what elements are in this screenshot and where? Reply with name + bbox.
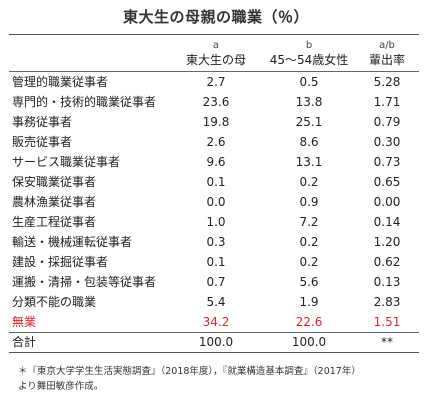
table-body: 管理的職業従事者 2.7 0.5 5.28 専門的・技術的職業従事者 23.6 13.8 1.… (9, 72, 419, 332)
table-row: 管理的職業従事者 2.7 0.5 5.28 (9, 72, 419, 92)
cell-b: 25.1 (295, 115, 323, 129)
col-b-header: b 45～54歳女性 (260, 39, 358, 67)
cell-b: 5.6 (299, 275, 319, 289)
row-label: 保安職業従事者 (12, 175, 97, 189)
cell-b: 0.9 (299, 195, 319, 209)
cell-b: 22.6 (295, 315, 323, 329)
cell-r: ** (381, 335, 393, 349)
cell-b: 0.2 (299, 235, 319, 249)
source-note: ＊『東京大学学生生活実態調査』（2018年度），『就業構造基本調査』（2017年… (18, 364, 361, 394)
row-label: 農林漁業従事者 (12, 195, 97, 209)
row-label: 管理的職業従事者 (12, 75, 109, 89)
row-label: 無業 (12, 315, 37, 329)
row-label: 分類不能の職業 (12, 295, 97, 309)
row-label: 運搬・清掃・包装等従事者 (12, 275, 157, 289)
row-label: 合計 (12, 335, 37, 349)
table-title: 東大生の母親の職業（％） (122, 8, 309, 26)
cell-r: 0.62 (373, 255, 401, 269)
col-b-label: 45～54歳女性 (269, 53, 349, 67)
cell-r: 0.13 (373, 275, 401, 289)
cell-b: 7.2 (299, 215, 319, 229)
cell-a: 0.1 (206, 175, 226, 189)
table-row: 生産工程従事者 1.0 7.2 0.14 (9, 212, 419, 232)
occupation-table: a 東大生の母 b 45～54歳女性 a/b 輩出率 管理的職業従事者 2.7 0.… (9, 34, 419, 353)
cell-a: 1.0 (206, 215, 226, 229)
cell-b: 0.5 (299, 75, 319, 89)
col-b-letter: b (305, 40, 313, 51)
cell-b: 8.6 (299, 135, 319, 149)
cell-a: 23.6 (202, 95, 230, 109)
cell-r: 0.65 (373, 175, 401, 189)
table-row-total: 合計 100.0 100.0 ** (9, 332, 419, 353)
table-row: サービス職業従事者 9.6 13.1 0.73 (9, 152, 419, 172)
cell-r: 1.71 (373, 95, 401, 109)
table-row: 販売従事者 2.6 8.6 0.30 (9, 132, 419, 152)
cell-a: 0.1 (206, 255, 226, 269)
cell-b: 13.8 (295, 95, 323, 109)
table-row: 事務従事者 19.8 25.1 0.79 (9, 112, 419, 132)
col-r-label: 輩出率 (368, 53, 405, 67)
cell-a: 0.3 (206, 235, 226, 249)
cell-a: 2.7 (206, 75, 226, 89)
cell-b: 0.2 (299, 175, 319, 189)
cell-r: 1.51 (373, 315, 401, 329)
table-row: 専門的・技術的職業従事者 23.6 13.8 1.71 (9, 92, 419, 112)
row-label: 建設・採掘従事者 (12, 255, 109, 269)
cell-r: 0.00 (373, 195, 401, 209)
table-row: 無業 34.2 22.6 1.51 (9, 312, 419, 332)
row-label: 販売従事者 (12, 135, 73, 149)
cell-r: 0.30 (373, 135, 401, 149)
cell-a: 0.7 (206, 275, 226, 289)
table-row: 分類不能の職業 5.4 1.9 2.83 (9, 292, 419, 312)
table-header: a 東大生の母 b 45～54歳女性 a/b 輩出率 (9, 35, 419, 72)
cell-a: 0.0 (206, 195, 226, 209)
col-a-label: 東大生の母 (185, 53, 246, 67)
cell-r: 0.79 (373, 115, 401, 129)
row-label: サービス職業従事者 (12, 155, 121, 169)
cell-a: 5.4 (206, 295, 226, 309)
table-row: 輸送・機械運転従事者 0.3 0.2 1.20 (9, 232, 419, 252)
source-note-line2: より舞田敏彦作成。 (18, 381, 104, 392)
col-r-header: a/b 輩出率 (358, 39, 416, 67)
table-row: 建設・採掘従事者 0.1 0.2 0.62 (9, 252, 419, 272)
col-a-letter: a (212, 40, 220, 51)
cell-r: 0.14 (373, 215, 401, 229)
source-note-line1: ＊『東京大学学生生活実態調査』（2018年度），『就業構造基本調査』（2017年… (18, 366, 361, 377)
cell-a: 2.6 (206, 135, 226, 149)
cell-r: 0.73 (373, 155, 401, 169)
col-r-letter: a/b (379, 40, 395, 51)
cell-b: 1.9 (299, 295, 319, 309)
table-row: 農林漁業従事者 0.0 0.9 0.00 (9, 192, 419, 212)
cell-a: 100.0 (198, 335, 234, 349)
cell-r: 5.28 (373, 75, 401, 89)
cell-r: 2.83 (373, 295, 401, 309)
cell-a: 19.8 (202, 115, 230, 129)
row-label: 生産工程従事者 (12, 215, 97, 229)
cell-a: 34.2 (202, 315, 230, 329)
table-row: 運搬・清掃・包装等従事者 0.7 5.6 0.13 (9, 272, 419, 292)
row-label: 輸送・機械運転従事者 (12, 235, 133, 249)
cell-b: 13.1 (295, 155, 323, 169)
table-row: 保安職業従事者 0.1 0.2 0.65 (9, 172, 419, 192)
row-label: 専門的・技術的職業従事者 (12, 95, 157, 109)
cell-r: 1.20 (373, 235, 401, 249)
row-label: 事務従事者 (12, 115, 73, 129)
cell-b: 0.2 (299, 255, 319, 269)
cell-b: 100.0 (291, 335, 327, 349)
cell-a: 9.6 (206, 155, 226, 169)
col-a-header: a 東大生の母 (172, 39, 260, 67)
